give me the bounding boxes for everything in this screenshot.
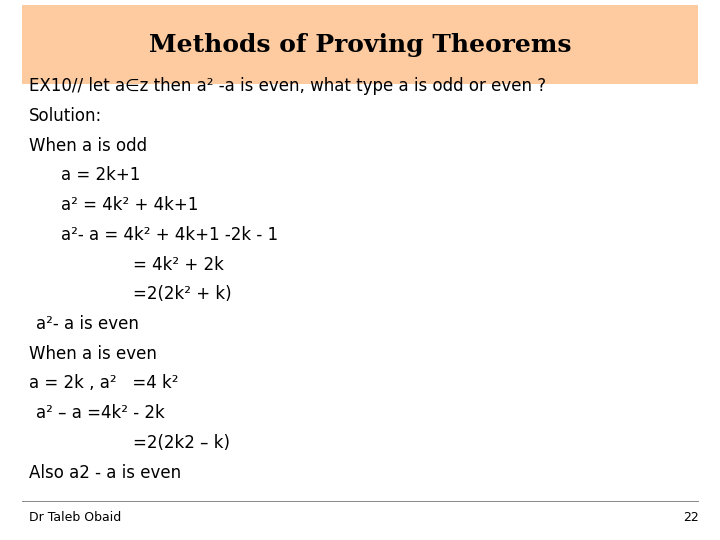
Text: Also a2 - a is even: Also a2 - a is even [29, 463, 181, 482]
Text: a = 2k , a²   =4 k²: a = 2k , a² =4 k² [29, 374, 179, 393]
Text: a = 2k+1: a = 2k+1 [61, 166, 140, 185]
Text: a² = 4k² + 4k+1: a² = 4k² + 4k+1 [61, 196, 199, 214]
Text: 22: 22 [683, 511, 698, 524]
Text: = 4k² + 2k: = 4k² + 2k [133, 255, 224, 274]
Text: When a is odd: When a is odd [29, 137, 147, 155]
Text: =2(2k² + k): =2(2k² + k) [133, 285, 232, 303]
Text: =2(2k2 – k): =2(2k2 – k) [133, 434, 230, 452]
Text: a²- a is even: a²- a is even [36, 315, 139, 333]
Text: a²- a = 4k² + 4k+1 -2k - 1: a²- a = 4k² + 4k+1 -2k - 1 [61, 226, 279, 244]
Text: EX10// let a∈z then a² -a is even, what type a is odd or even ?: EX10// let a∈z then a² -a is even, what … [29, 77, 546, 96]
Text: Methods of Proving Theorems: Methods of Proving Theorems [149, 32, 571, 57]
Text: When a is even: When a is even [29, 345, 157, 363]
Text: Solution:: Solution: [29, 107, 102, 125]
FancyBboxPatch shape [22, 5, 698, 84]
Text: Dr Taleb Obaid: Dr Taleb Obaid [29, 511, 121, 524]
Text: a² – a =4k² - 2k: a² – a =4k² - 2k [36, 404, 165, 422]
